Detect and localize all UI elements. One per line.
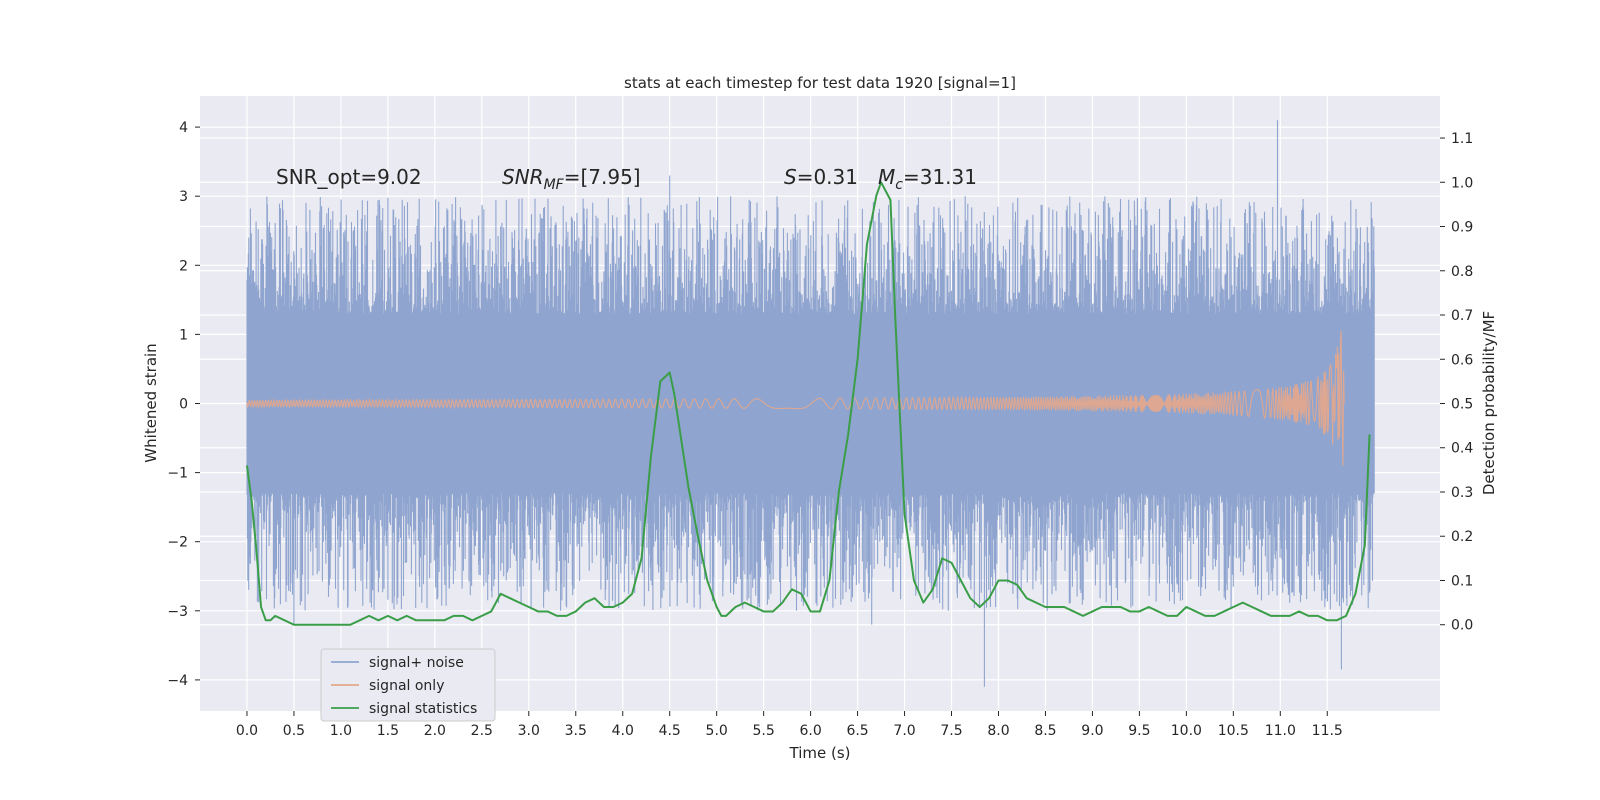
y2-tick-label: 0.9 — [1451, 220, 1473, 236]
x-tick-label: 2.5 — [471, 723, 493, 739]
annotation-snr-mf-sub: MF — [544, 177, 565, 193]
x-tick-label: 8.5 — [1034, 723, 1056, 739]
annotation-snr-opt: SNR_opt=9.02 — [276, 165, 422, 189]
annotation-mc: Mc=31.31 — [878, 165, 977, 193]
legend-box — [320, 648, 496, 722]
x-tick-label: 10.0 — [1171, 723, 1202, 739]
y2-tick-label: 0.2 — [1451, 529, 1473, 545]
x-tick-label: 7.0 — [893, 723, 915, 739]
x-tick-label: 4.0 — [612, 723, 634, 739]
y-axis-ticks: −4 −3 −2 −1 0 1 2 3 4 — [167, 120, 200, 689]
annotation-mc-sub: c — [895, 177, 903, 193]
y-tick-label: −4 — [167, 673, 188, 689]
x-tick-label: 5.0 — [706, 723, 728, 739]
y-tick-label: 0 — [179, 397, 188, 413]
x-tick-label: 11.0 — [1265, 723, 1296, 739]
x-tick-label: 5.5 — [753, 723, 775, 739]
signal-trace — [246, 330, 1345, 466]
annotation-snr-mf: SNRMF=[7.95] — [502, 165, 641, 193]
x-tick-label: 3.0 — [518, 723, 540, 739]
annotation-snr-mf-value: =[7.95] — [564, 165, 641, 189]
x-tick-label: 9.5 — [1128, 723, 1150, 739]
y2-axis-label: Detection probability/MF — [1480, 311, 1498, 495]
x-tick-label: 6.0 — [799, 723, 821, 739]
y2-tick-label: 0.8 — [1451, 264, 1473, 280]
x-tick-label: 8.0 — [987, 723, 1009, 739]
annotation-s-main: S — [784, 165, 797, 189]
series-signal-only — [246, 330, 1345, 466]
y2-tick-label: 0.1 — [1451, 573, 1473, 589]
x-tick-label: 1.0 — [330, 723, 352, 739]
y2-tick-label: 0.6 — [1451, 352, 1473, 368]
annotation-s-value: =0.31 — [797, 165, 858, 189]
x-tick-label: 1.5 — [377, 723, 399, 739]
series-signal-statistics — [245, 181, 1371, 626]
y-tick-label: 2 — [179, 258, 188, 274]
x-tick-label: 0.0 — [236, 723, 258, 739]
legend: signal+ noise signal only signal statist… — [320, 648, 496, 722]
x-tick-label: 7.5 — [940, 723, 962, 739]
y2-tick-label: 0.5 — [1451, 397, 1473, 413]
x-tick-label: 0.5 — [283, 723, 305, 739]
y-tick-label: 3 — [179, 189, 188, 205]
y-tick-label: −1 — [167, 466, 188, 482]
x-tick-label: 9.0 — [1081, 723, 1103, 739]
x-tick-label: 11.5 — [1312, 723, 1343, 739]
chart-title: stats at each timestep for test data 192… — [624, 74, 1016, 92]
x-tick-label: 2.0 — [424, 723, 446, 739]
y-tick-label: 4 — [179, 120, 188, 136]
legend-label-signal-noise: signal+ noise — [369, 655, 464, 671]
y2-tick-label: 1.0 — [1451, 175, 1473, 191]
x-tick-label: 6.5 — [846, 723, 868, 739]
x-axis-label: Time (s) — [789, 744, 851, 762]
statistics-line — [245, 181, 1371, 626]
annotation-s: S=0.31 — [784, 165, 858, 189]
annotation-snr-mf-main: SNR — [502, 165, 544, 189]
x-tick-label: 4.5 — [659, 723, 681, 739]
y2-tick-label: 0.0 — [1451, 618, 1473, 634]
legend-label-signal-statistics: signal statistics — [369, 701, 477, 717]
y2-tick-label: 0.7 — [1451, 308, 1473, 324]
y2-tick-label: 0.4 — [1451, 441, 1473, 457]
y2-tick-label: 0.3 — [1451, 485, 1473, 501]
annotation-mc-value: =31.31 — [903, 165, 977, 189]
y2-axis-ticks: 0.0 0.1 0.2 0.3 0.4 0.5 0.6 0.7 0.8 0.9 1.0 1.1 — [1440, 131, 1473, 634]
y2-tick-label: 1.1 — [1451, 131, 1473, 147]
y-tick-label: 1 — [179, 327, 188, 343]
x-axis-ticks: 0.0 0.5 1.0 1.5 2.0 2.5 3.0 3.5 4.0 4.5 5.0 5.5 6.0 6… — [236, 711, 1343, 739]
x-tick-label: 3.5 — [565, 723, 587, 739]
y-tick-label: −3 — [167, 604, 188, 620]
x-tick-label: 10.5 — [1218, 723, 1249, 739]
annotation-mc-main: M — [878, 165, 895, 189]
legend-label-signal-only: signal only — [369, 678, 444, 694]
y-tick-label: −2 — [167, 535, 188, 551]
y-axis-label: Whitened strain — [142, 343, 160, 462]
